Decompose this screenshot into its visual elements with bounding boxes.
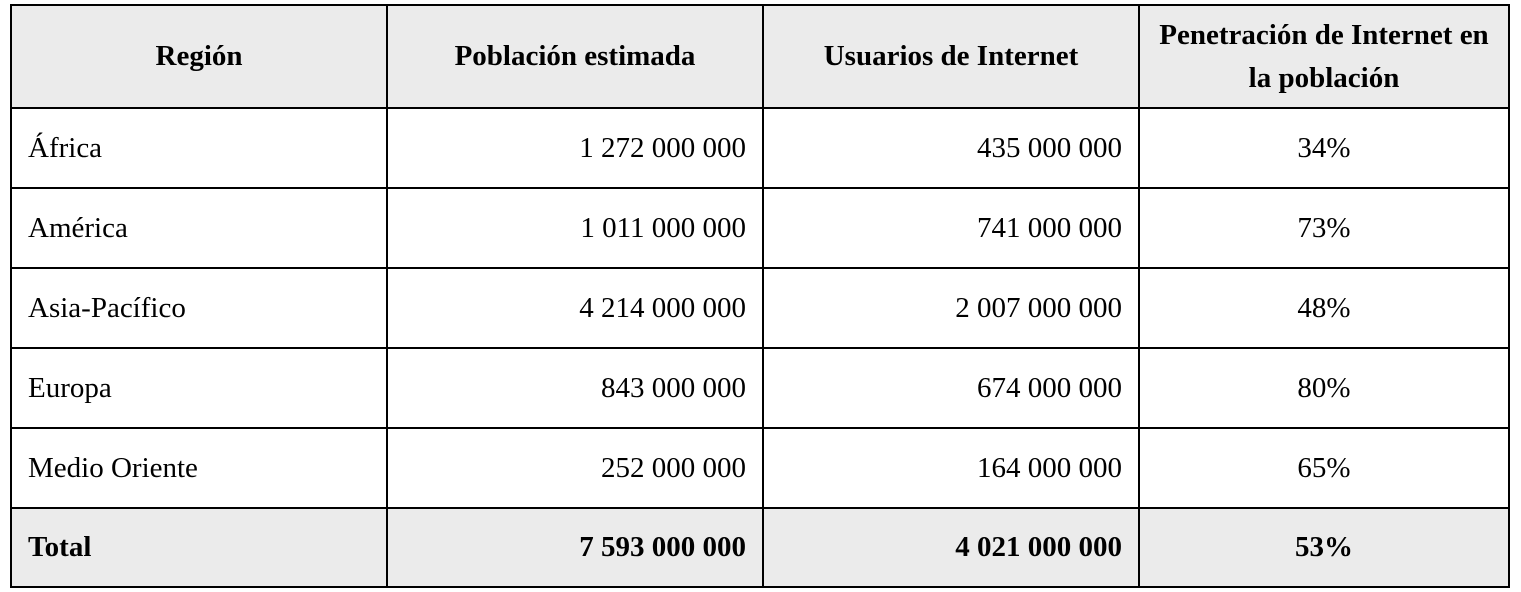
total-penetracion: 53% [1138,507,1510,588]
cell-usuarios: 741 000 000 [762,187,1140,269]
table-body: África 1 272 000 000 435 000 000 34% Amé… [10,107,1510,588]
header-region: Región [10,4,388,109]
cell-usuarios: 674 000 000 [762,347,1140,429]
header-penetracion: Penetración de Internet en la población [1138,4,1510,109]
cell-region: Asia-Pacífico [10,267,388,349]
cell-poblacion: 1 011 000 000 [386,187,764,269]
header-row: Región Población estimada Usuarios de In… [10,4,1510,109]
table-row: África 1 272 000 000 435 000 000 34% [10,107,1510,189]
cell-region: América [10,187,388,269]
cell-usuarios: 2 007 000 000 [762,267,1140,349]
header-poblacion: Población estimada [386,4,764,109]
cell-poblacion: 252 000 000 [386,427,764,509]
cell-penetracion: 48% [1138,267,1510,349]
cell-usuarios: 435 000 000 [762,107,1140,189]
cell-usuarios: 164 000 000 [762,427,1140,509]
cell-penetracion: 65% [1138,427,1510,509]
cell-region: África [10,107,388,189]
table-row: América 1 011 000 000 741 000 000 73% [10,187,1510,269]
total-region: Total [10,507,388,588]
table-row: Asia-Pacífico 4 214 000 000 2 007 000 00… [10,267,1510,349]
internet-penetration-table: Región Población estimada Usuarios de In… [10,4,1510,588]
cell-poblacion: 4 214 000 000 [386,267,764,349]
total-poblacion: 7 593 000 000 [386,507,764,588]
cell-region: Europa [10,347,388,429]
header-usuarios: Usuarios de Internet [762,4,1140,109]
cell-penetracion: 80% [1138,347,1510,429]
table-row: Europa 843 000 000 674 000 000 80% [10,347,1510,429]
table-row: Medio Oriente 252 000 000 164 000 000 65… [10,427,1510,509]
table-header: Región Población estimada Usuarios de In… [10,4,1510,109]
cell-region: Medio Oriente [10,427,388,509]
total-usuarios: 4 021 000 000 [762,507,1140,588]
cell-poblacion: 1 272 000 000 [386,107,764,189]
total-row: Total 7 593 000 000 4 021 000 000 53% [10,507,1510,588]
cell-poblacion: 843 000 000 [386,347,764,429]
cell-penetracion: 73% [1138,187,1510,269]
cell-penetracion: 34% [1138,107,1510,189]
